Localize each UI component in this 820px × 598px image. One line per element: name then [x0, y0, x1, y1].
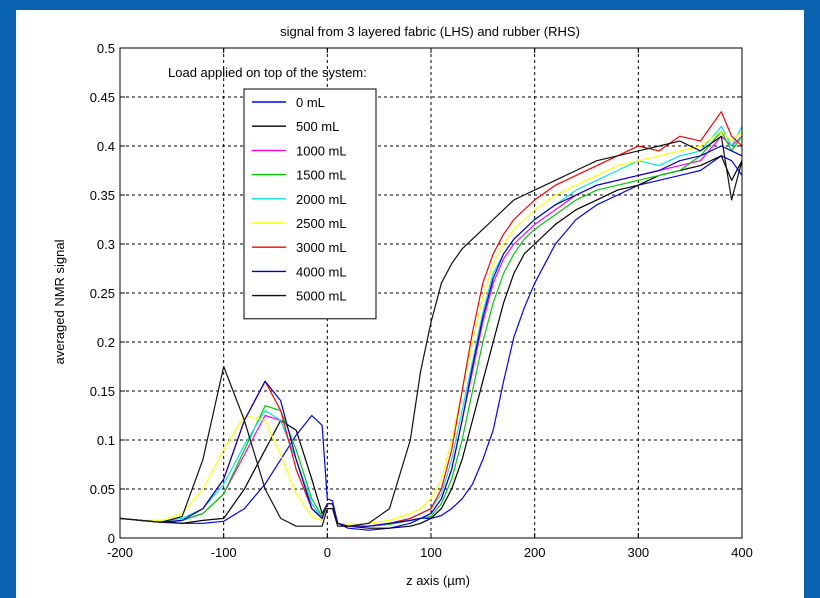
series-line-5000-ml [119, 135, 743, 527]
legend-entry-label: 3000 mL [296, 240, 347, 255]
legend-entry-label: 4000 mL [296, 264, 347, 279]
legend-entry-label: 500 mL [296, 119, 339, 134]
legend-entry-label: 2000 mL [296, 192, 347, 207]
series-line-4000-ml [119, 145, 743, 527]
legend-entry-label: 1000 mL [296, 143, 347, 158]
x-tick-label: 0 [324, 545, 331, 560]
figure-panel: signal from 3 layered fabric (LHS) and r… [16, 10, 804, 598]
series-line-0-ml [119, 155, 743, 531]
x-tick-label: -100 [211, 545, 237, 560]
y-tick-label: 0.05 [90, 482, 115, 497]
legend-box [243, 88, 377, 320]
series-line-2500-ml [119, 130, 743, 525]
legend-entry-label: 5000 mL [296, 289, 347, 304]
y-tick-label: 0.35 [90, 188, 115, 203]
legend-entry-label: 0 mL [296, 95, 325, 110]
y-tick-label: 0 [108, 531, 115, 546]
x-tick-label: 300 [627, 545, 649, 560]
y-tick-label: 0.4 [97, 139, 115, 154]
legend-entry-label: 1500 mL [296, 168, 347, 183]
x-tick-label: 100 [420, 545, 442, 560]
y-tick-label: 0.45 [90, 90, 115, 105]
load-annotation: Load applied on top of the system: [168, 65, 367, 80]
x-axis-label: z axis (µm) [406, 573, 470, 588]
y-tick-label: 0.15 [90, 384, 115, 399]
legend: 0 mL 500 mL 1000 mL 1500 mL 2000 mL 2500 mL 30… [243, 88, 377, 320]
nmr-signal-line-chart: signal from 3 layered fabric (LHS) and r… [52, 24, 753, 588]
x-tick-label: -200 [107, 545, 133, 560]
y-tick-label: 0.2 [97, 335, 115, 350]
y-tick-label: 0.1 [97, 433, 115, 448]
axis-ticks: -200 -100 0 100 200 300 400 0 0.05 0.1 0.15 0.2 0.25… [90, 41, 753, 560]
series-lines [119, 111, 743, 531]
y-tick-label: 0.3 [97, 237, 115, 252]
series-line-500-ml [119, 155, 743, 529]
chart-title: signal from 3 layered fabric (LHS) and r… [280, 24, 580, 39]
grid-lines [120, 48, 742, 538]
x-tick-label: 200 [524, 545, 546, 560]
y-tick-label: 0.5 [97, 41, 115, 56]
series-line-1500-ml [119, 130, 743, 527]
y-axis-label: averaged NMR signal [52, 239, 67, 364]
series-line-2000-ml [119, 125, 743, 527]
y-tick-label: 0.25 [90, 286, 115, 301]
legend-entry-label: 2500 mL [296, 216, 347, 231]
x-tick-label: 400 [731, 545, 753, 560]
